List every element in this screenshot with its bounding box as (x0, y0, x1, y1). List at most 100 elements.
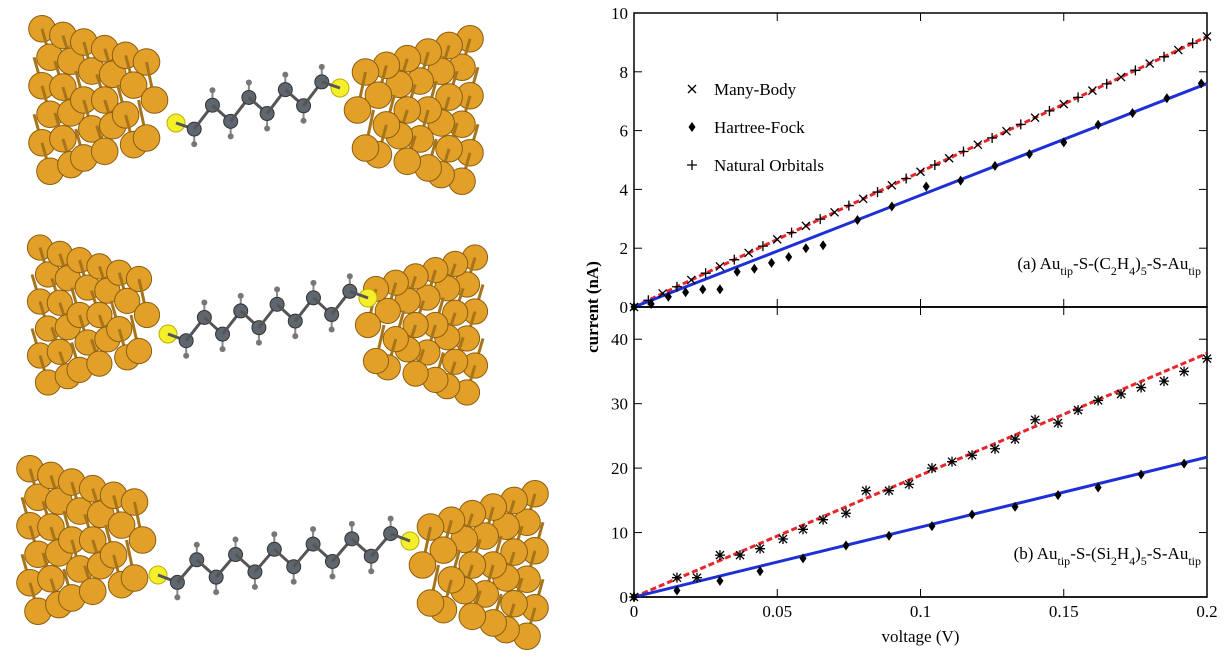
x-tick-label: 0.2 (1196, 602, 1217, 621)
x-tick-label: 0 (630, 602, 639, 621)
x-tick-label: 0.1 (910, 602, 931, 621)
hydrogen-atom (329, 327, 335, 333)
annotation-subscript: tip (1188, 554, 1201, 568)
legend-label: Hartree-Fock (714, 118, 805, 137)
legend-label: Natural Orbitals (714, 156, 824, 175)
hydrogen-atom (264, 126, 270, 132)
annotation-text: H (1117, 254, 1129, 273)
gold-atom (133, 125, 160, 152)
hydrogen-atom (292, 333, 298, 339)
marker-plus (1044, 106, 1054, 116)
marker-plus (930, 160, 940, 170)
gold-atom (409, 552, 436, 579)
marker-plus (901, 174, 911, 184)
marker-diamond (969, 510, 976, 520)
chart-panel: 01020304000.050.10.150.2(b) Autip-S-(Si2… (611, 307, 1218, 646)
marker-diamond (820, 240, 827, 250)
page: 0246810Many-BodyHartree-FockNatural Orbi… (0, 0, 1226, 668)
y-tick-label: 20 (611, 459, 628, 478)
annotation-text: H (1117, 544, 1129, 563)
gold-atom (438, 567, 465, 594)
annotation: (a) Autip-S-(C2H4)5-S-Autip (1017, 254, 1201, 278)
marker-diamond (1129, 108, 1136, 118)
hydrogen-atom (220, 346, 226, 352)
marker-plus (729, 255, 739, 265)
marker-diamond (888, 201, 895, 211)
y-tick-label: 8 (620, 63, 629, 82)
hydrogen-atom (233, 537, 239, 543)
y-tick-label: 6 (620, 122, 629, 141)
marker-diamond (1138, 470, 1145, 480)
gold-atom (126, 338, 151, 363)
annotation-text: (b) Au (1014, 544, 1058, 563)
gold-atom (141, 87, 168, 114)
marker-plus (958, 146, 968, 156)
gold-atom (417, 590, 444, 617)
marker-plus (815, 214, 825, 224)
annotation: (b) Autip-S-(Si2H4)5-S-Autip (1014, 544, 1201, 568)
gold-atom (436, 135, 463, 162)
marker-plus (1073, 92, 1083, 102)
annotation-subscript: tip (1188, 264, 1201, 278)
marker-diamond (768, 258, 775, 268)
figure: 0246810Many-BodyHartree-FockNatural Orbi… (0, 0, 1226, 668)
hydrogen-atom (310, 526, 316, 532)
annotation-text: -S-(C (1073, 254, 1111, 273)
hydrogen-atom (209, 87, 215, 93)
y-tick-label: 30 (611, 395, 628, 414)
annotation-text: -S-Au (1147, 254, 1189, 273)
marker-diamond (885, 531, 892, 541)
marker-plus (1102, 79, 1112, 89)
gold-atom (79, 578, 106, 605)
marker-diamond (751, 264, 758, 274)
annotation-text: (a) Au (1017, 254, 1060, 273)
gold-atom (121, 565, 148, 592)
x-axis-label: voltage (V) (882, 627, 960, 646)
marker-plus (1016, 119, 1026, 129)
hydrogen-atom (174, 594, 180, 600)
marker-plus (1159, 52, 1169, 62)
y-tick-label: 10 (611, 4, 628, 23)
marker-diamond (991, 161, 998, 171)
gold-atom (87, 351, 112, 376)
gold-atom (403, 361, 428, 386)
legend-label: Many-Body (714, 80, 797, 99)
hydrogen-atom (347, 273, 353, 279)
hydrogen-atom (201, 299, 207, 305)
hydrogen-atom (329, 573, 335, 579)
x-tick-label: 0.15 (1049, 602, 1079, 621)
gold-atom (373, 112, 400, 139)
y-tick-label: 0 (620, 588, 629, 607)
hydrogen-atom (271, 531, 277, 537)
marker-plus (687, 160, 697, 170)
marker-plus (844, 201, 854, 211)
marker-diamond (923, 181, 930, 191)
y-tick-label: 2 (620, 239, 629, 258)
hydrogen-atom (274, 286, 280, 292)
gold-atom (47, 339, 72, 364)
annotation-subscript: tip (1058, 554, 1071, 568)
gold-atom (352, 135, 379, 162)
hydrogen-atom (238, 293, 244, 299)
marker-diamond (843, 540, 850, 550)
gold-atom (363, 348, 388, 373)
hydrogen-atom (228, 133, 234, 139)
hydrogen-atom (319, 64, 325, 70)
marker-diamond (716, 284, 723, 294)
marker-plus (758, 241, 768, 251)
marker-plus (1188, 38, 1198, 48)
marker-diamond (1181, 459, 1188, 469)
hydrogen-atom (213, 589, 219, 595)
molecule-illustrations (17, 15, 549, 649)
gold-atom (355, 312, 380, 337)
hydrogen-atom (291, 579, 297, 585)
hydrogen-atom (349, 521, 355, 527)
marker-diamond (699, 284, 706, 294)
x-tick-label: 0.05 (762, 602, 792, 621)
hydrogen-atom (183, 353, 189, 359)
annotation-text: -S-(Si (1070, 544, 1111, 563)
hydrogen-atom (256, 340, 262, 346)
hydrogen-atom (368, 568, 374, 574)
marker-diamond (802, 243, 809, 253)
